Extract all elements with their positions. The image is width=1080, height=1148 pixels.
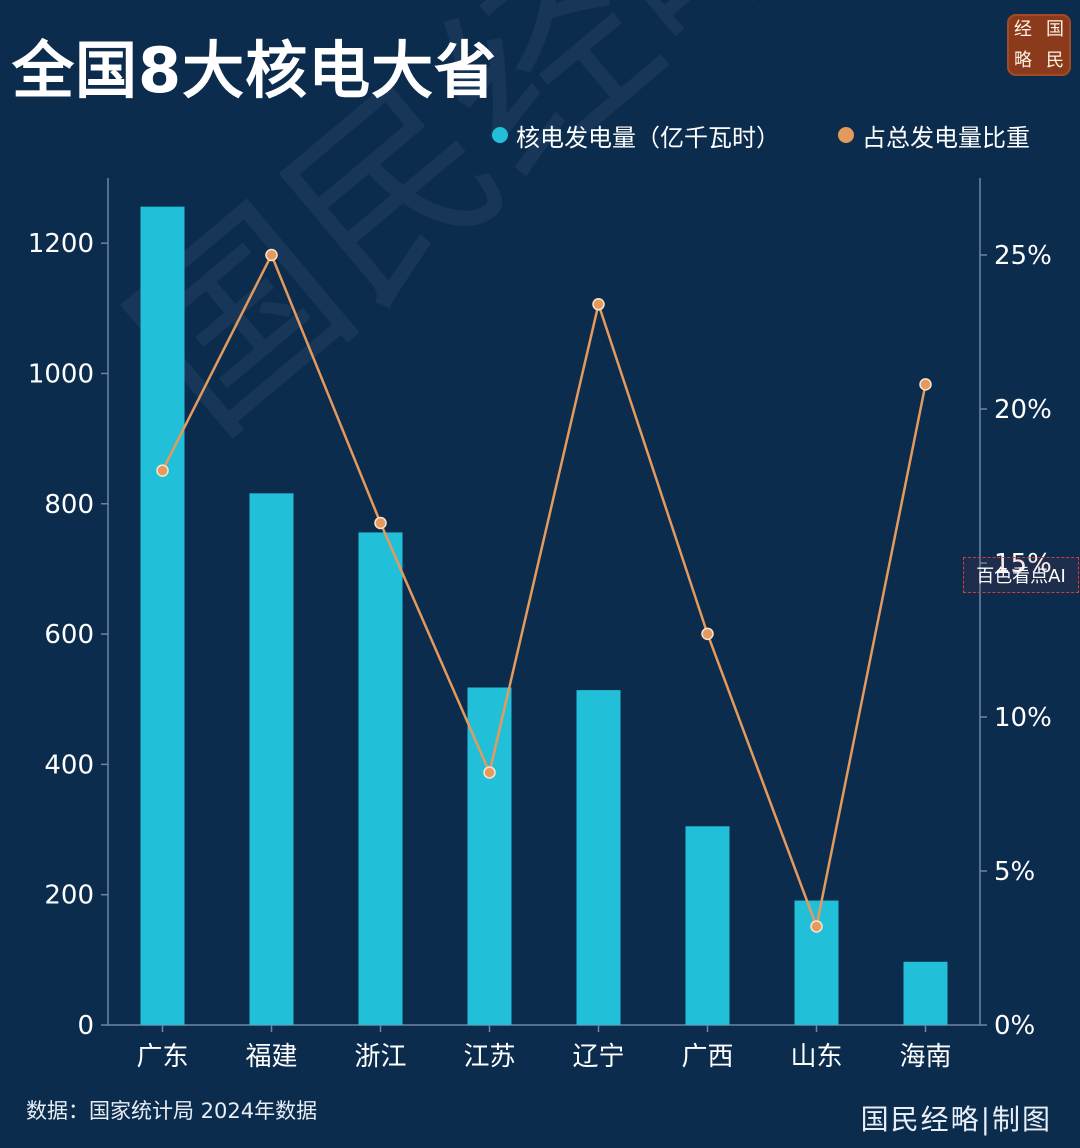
share-line (161, 251, 927, 931)
bar-浙江 (358, 532, 403, 1025)
x-tick-label: 辽宁 (572, 1042, 624, 1072)
y-tick-left-label: 1000 (28, 359, 94, 389)
x-tick-label: 山东 (790, 1042, 842, 1072)
x-tick-label: 福建 (245, 1042, 297, 1072)
x-tick-label: 江苏 (463, 1042, 515, 1072)
bar-江苏 (467, 687, 512, 1025)
seal-char: 民 (1046, 49, 1064, 71)
share-point-山东 (810, 920, 823, 933)
brand-seal: 经 国 略 民 (1007, 14, 1071, 76)
x-tick-label: 广东 (136, 1042, 188, 1072)
x-tick-label: 海南 (899, 1042, 951, 1072)
brand-credit: 国民经略|制图 (860, 1103, 1052, 1136)
bar-福建 (249, 493, 294, 1025)
y-tick-right-label: 5% (994, 857, 1035, 887)
legend-line-swatch (838, 127, 854, 143)
y-tick-right-label: 15% (994, 549, 1052, 579)
bar-广西 (685, 826, 730, 1025)
legend-bar-swatch (492, 127, 508, 143)
data-source-note: 数据：国家统计局 2024年数据 (26, 1099, 318, 1123)
seal-char: 国 (1046, 18, 1064, 40)
chart-title: 全国8大核电大省 (12, 34, 498, 107)
legend-bar: 核电发电量（亿千瓦时） (492, 118, 780, 152)
y-tick-left-label: 800 (44, 490, 94, 520)
y-tick-right-label: 25% (994, 241, 1052, 271)
share-point-广东 (156, 464, 169, 477)
seal-char: 略 (1014, 49, 1032, 71)
share-point-辽宁 (592, 298, 605, 311)
share-point-浙江 (374, 516, 387, 530)
bar-海南 (903, 961, 948, 1025)
share-point-福建 (265, 248, 278, 262)
x-tick-label: 广西 (681, 1042, 733, 1072)
bar-辽宁 (576, 690, 621, 1025)
share-point-江苏 (483, 766, 496, 779)
bar-广东 (140, 206, 185, 1025)
y-tick-left-label: 600 (44, 620, 94, 650)
y-tick-right-label: 0% (994, 1011, 1035, 1041)
y-tick-right-label: 10% (994, 703, 1052, 733)
share-point-海南 (919, 378, 932, 391)
y-tick-left-label: 200 (44, 881, 94, 911)
share-point-广西 (701, 627, 714, 641)
bar-山东 (794, 900, 839, 1025)
legend-bar-label: 核电发电量（亿千瓦时） (516, 123, 780, 152)
x-tick-label: 浙江 (354, 1042, 406, 1072)
y-tick-left-label: 1200 (28, 229, 94, 259)
legend-line-label: 占总发电量比重 (862, 123, 1030, 152)
y-tick-left-label: 0 (77, 1011, 94, 1041)
ai-tag: 百色看点AI (963, 557, 1079, 593)
y-tick-right-label: 20% (994, 395, 1052, 425)
y-tick-left-label: 400 (44, 750, 94, 780)
legend-line: 占总发电量比重 (838, 118, 1030, 152)
seal-char: 经 (1014, 18, 1032, 40)
